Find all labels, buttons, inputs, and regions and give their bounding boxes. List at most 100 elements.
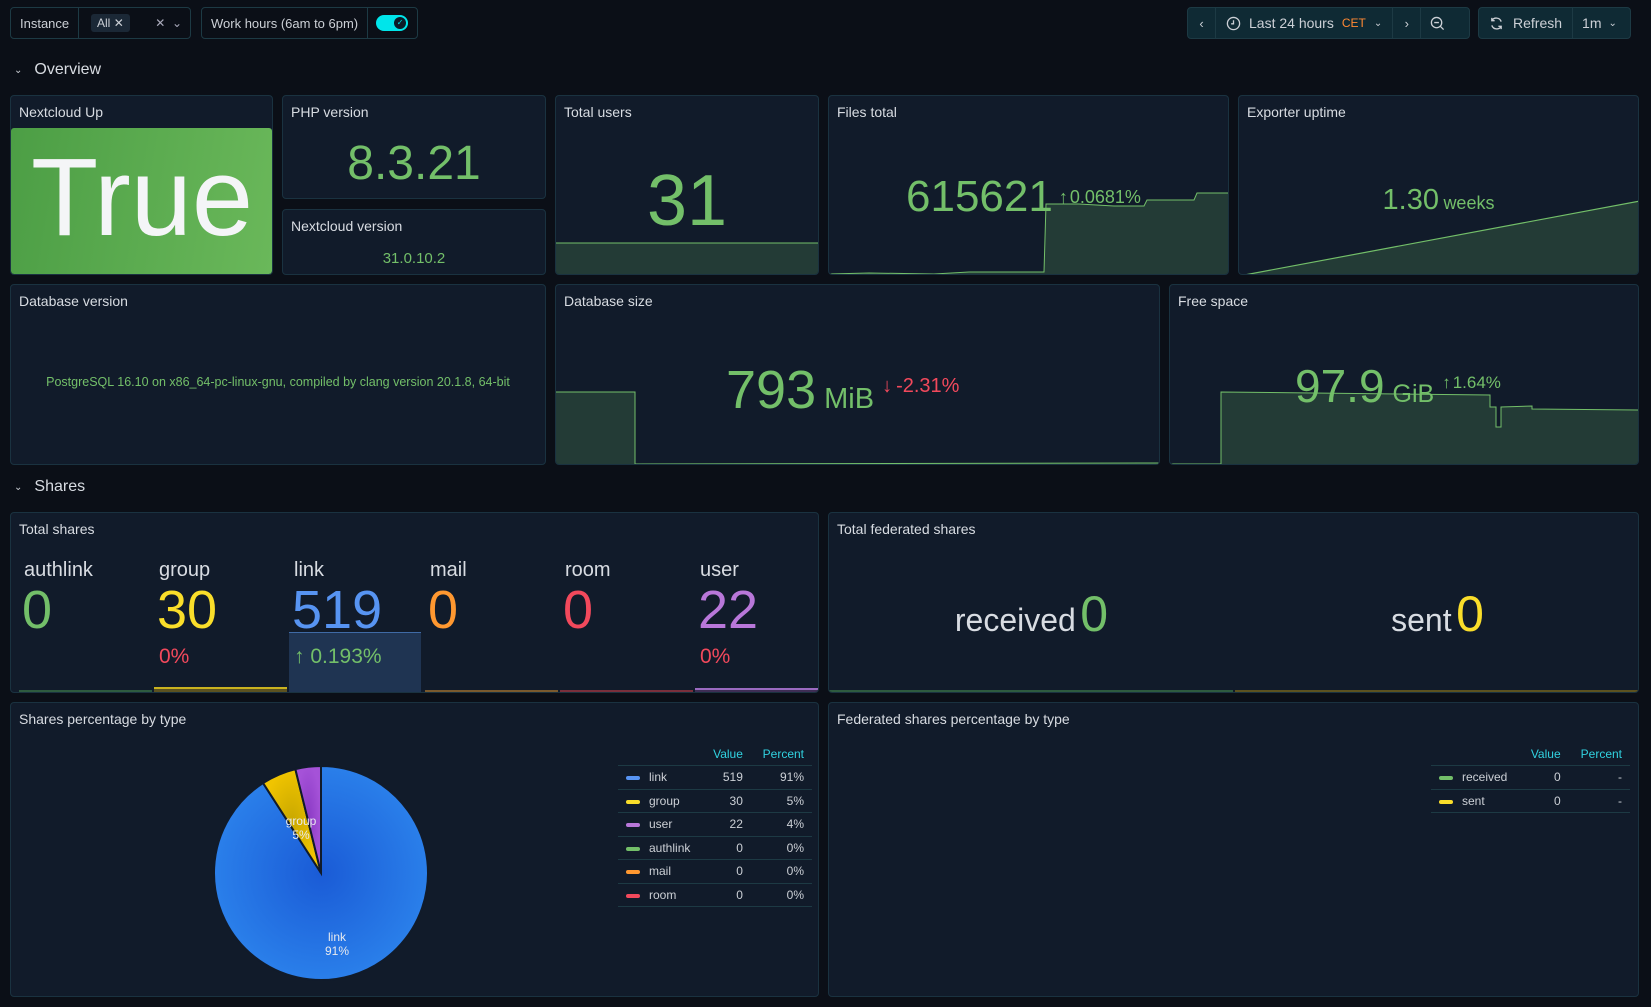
row-overview[interactable]: ⌄ Overview bbox=[14, 61, 101, 79]
federated-value: 0 bbox=[1080, 586, 1109, 642]
legend-swatch bbox=[626, 870, 640, 875]
legend-percent: - bbox=[1560, 789, 1630, 813]
refresh-interval-value: 1m bbox=[1582, 15, 1602, 31]
federated-label: sent bbox=[1391, 602, 1452, 638]
share-sparkline bbox=[19, 690, 152, 692]
panel-php-version: PHP version 8.3.21 bbox=[282, 95, 546, 199]
legend-row[interactable]: link 519 91% bbox=[618, 765, 812, 790]
database-size-unit: MiB bbox=[824, 383, 875, 415]
share-label: room bbox=[565, 559, 611, 581]
instance-label-text: Instance bbox=[20, 15, 70, 31]
instance-value: All bbox=[97, 16, 111, 30]
pie-slice-user[interactable] bbox=[294, 764, 322, 874]
legend-row[interactable]: user 22 4% bbox=[618, 812, 812, 837]
share-stat-user: user 22 0% bbox=[695, 549, 818, 692]
refresh-label: Refresh bbox=[1513, 15, 1563, 31]
legend-series[interactable]: authlink bbox=[618, 836, 695, 860]
panel-database-size: Database size 793 MiB ↓ -2.31% bbox=[555, 284, 1160, 465]
time-picker: ‹ Last 24 hours CET ⌄ › bbox=[1187, 7, 1470, 39]
refresh-icon bbox=[1491, 16, 1502, 30]
legend-series[interactable]: user bbox=[618, 812, 695, 837]
legend-series[interactable]: group bbox=[618, 789, 695, 813]
free-space-value: 97.9 bbox=[1295, 360, 1385, 412]
free-space-stat: 97.9 GiB ↑ 1.64% bbox=[1295, 359, 1501, 413]
files-total-change: 0.0681% bbox=[1069, 186, 1141, 207]
panel-nextcloud-version: Nextcloud version 31.0.10.2 bbox=[282, 209, 546, 275]
database-size-change: -2.31% bbox=[896, 375, 960, 397]
zoom-out-button[interactable] bbox=[1421, 8, 1454, 38]
chevron-down-icon: ⌄ bbox=[1608, 17, 1617, 29]
panel-total-shares: Total shares authlink 0 group 30 0% link… bbox=[10, 512, 819, 693]
exporter-uptime-unit: weeks bbox=[1443, 193, 1495, 213]
work-hours-toggle-group: Work hours (6am to 6pm) ✓ bbox=[201, 7, 418, 39]
database-version-value: PostgreSQL 16.10 on x86_64-pc-linux-gnu,… bbox=[46, 375, 510, 389]
panel-title: Database size bbox=[564, 293, 653, 309]
status-background: True bbox=[11, 128, 272, 274]
instance-select[interactable]: All ✕ ✕ ⌄ bbox=[79, 8, 190, 38]
legend-header-percent[interactable]: Percent bbox=[1560, 743, 1630, 766]
time-range-text: Last 24 hours bbox=[1249, 15, 1334, 31]
arrow-down-icon: ↓ bbox=[882, 375, 893, 397]
legend-value: 30 bbox=[694, 789, 743, 813]
share-label: group bbox=[159, 559, 211, 581]
legend-series[interactable]: room bbox=[618, 883, 695, 907]
time-forward-button[interactable]: › bbox=[1393, 8, 1422, 38]
legend-swatch bbox=[626, 846, 640, 851]
instance-chip[interactable]: All ✕ bbox=[91, 14, 130, 32]
time-range-button[interactable]: Last 24 hours CET ⌄ bbox=[1216, 8, 1394, 38]
chevron-down-icon[interactable]: ⌄ bbox=[171, 16, 182, 30]
database-size-stat: 793 MiB ↓ -2.31% bbox=[726, 359, 959, 421]
total-users-value: 31 bbox=[646, 161, 728, 241]
chevron-down-icon: ⌄ bbox=[14, 481, 23, 493]
legend-row[interactable]: group 30 5% bbox=[618, 789, 812, 813]
free-space-change: 1.64% bbox=[1452, 373, 1501, 392]
legend-row[interactable]: authlink 0 0% bbox=[618, 836, 812, 860]
legend-row[interactable]: room 0 0% bbox=[618, 883, 812, 907]
legend-name: link bbox=[649, 770, 668, 785]
legend-series[interactable]: link bbox=[618, 765, 695, 790]
legend-value: 22 bbox=[694, 812, 743, 837]
panel-federated-percentage: Federated shares percentage by type Valu… bbox=[828, 702, 1639, 997]
refresh-interval-select[interactable]: 1m ⌄ bbox=[1573, 8, 1626, 38]
clear-icon[interactable]: ✕ bbox=[155, 16, 166, 30]
share-value: 0 bbox=[563, 580, 594, 640]
refresh-picker: Refresh 1m ⌄ bbox=[1478, 7, 1631, 39]
legend-percent: 0% bbox=[742, 859, 812, 884]
legend-percent: 0% bbox=[742, 883, 812, 907]
chevron-down-icon: ⌄ bbox=[1373, 17, 1383, 29]
legend-swatch bbox=[626, 823, 640, 828]
chip-remove-icon[interactable]: ✕ bbox=[113, 16, 124, 30]
legend-series[interactable]: sent bbox=[1431, 789, 1513, 813]
legend-row[interactable]: sent 0- bbox=[1431, 789, 1630, 813]
legend-header-percent[interactable]: Percent bbox=[742, 743, 812, 766]
sparkline bbox=[829, 192, 1228, 274]
legend-header-value[interactable]: Value bbox=[694, 743, 743, 766]
share-change: ↑ 0.193% bbox=[294, 645, 382, 669]
legend-row[interactable]: mail 0 0% bbox=[618, 859, 812, 884]
panel-title: Total federated shares bbox=[837, 521, 976, 537]
legend-swatch bbox=[1439, 799, 1453, 804]
work-hours-switch[interactable]: ✓ bbox=[368, 8, 416, 38]
slice-label-group: group bbox=[286, 814, 317, 828]
legend-name: sent bbox=[1462, 793, 1485, 808]
timezone-badge: CET bbox=[1341, 16, 1366, 30]
row-shares[interactable]: ⌄ Shares bbox=[14, 478, 85, 496]
legend-series[interactable]: received bbox=[1431, 765, 1513, 790]
share-label: mail bbox=[430, 559, 467, 581]
legend-name: room bbox=[649, 887, 677, 902]
legend-series[interactable]: mail bbox=[618, 859, 695, 884]
legend-row[interactable]: received 0- bbox=[1431, 765, 1630, 790]
share-stat-mail: mail 0 bbox=[425, 549, 560, 692]
share-change: 0% bbox=[159, 645, 190, 668]
legend-swatch bbox=[1439, 776, 1453, 781]
toggle-track[interactable]: ✓ bbox=[376, 15, 409, 31]
federated-stat-received: received 0 bbox=[829, 545, 1234, 692]
instance-label: Instance bbox=[11, 8, 79, 38]
panel-title: Nextcloud Up bbox=[19, 104, 104, 120]
refresh-button[interactable]: Refresh bbox=[1479, 8, 1574, 38]
share-label: authlink bbox=[24, 559, 93, 581]
time-back-button[interactable]: ‹ bbox=[1188, 8, 1216, 38]
legend-header-value[interactable]: Value bbox=[1512, 743, 1561, 766]
sparkline bbox=[556, 391, 1159, 464]
instance-filter[interactable]: Instance All ✕ ✕ ⌄ bbox=[10, 7, 191, 39]
